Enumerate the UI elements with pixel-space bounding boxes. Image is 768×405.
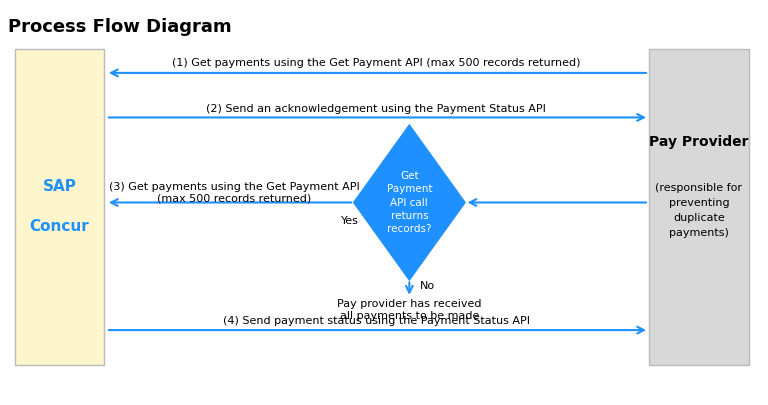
Text: Get
Payment
API call
returns
records?: Get Payment API call returns records? [386,171,432,234]
FancyBboxPatch shape [15,49,104,365]
Text: No: No [420,281,435,290]
FancyBboxPatch shape [649,49,749,365]
Text: Process Flow Diagram: Process Flow Diagram [8,18,231,36]
Polygon shape [354,126,465,279]
Text: Concur: Concur [30,219,89,234]
Text: (2) Send an acknowledgement using the Payment Status API: (2) Send an acknowledgement using the Pa… [207,104,546,113]
Text: Yes: Yes [340,216,359,226]
Text: SAP: SAP [42,179,77,194]
Text: (1) Get payments using the Get Payment API (max 500 records returned): (1) Get payments using the Get Payment A… [172,58,581,68]
Text: Pay Provider: Pay Provider [649,135,749,149]
Text: (responsible for
preventing
duplicate
payments): (responsible for preventing duplicate pa… [655,183,743,238]
Text: Pay provider has received
all payments to be made: Pay provider has received all payments t… [337,299,482,321]
Text: (3) Get payments using the Get Payment API
(max 500 records returned): (3) Get payments using the Get Payment A… [109,181,359,203]
Text: (4) Send payment status using the Payment Status API: (4) Send payment status using the Paymen… [223,316,530,326]
